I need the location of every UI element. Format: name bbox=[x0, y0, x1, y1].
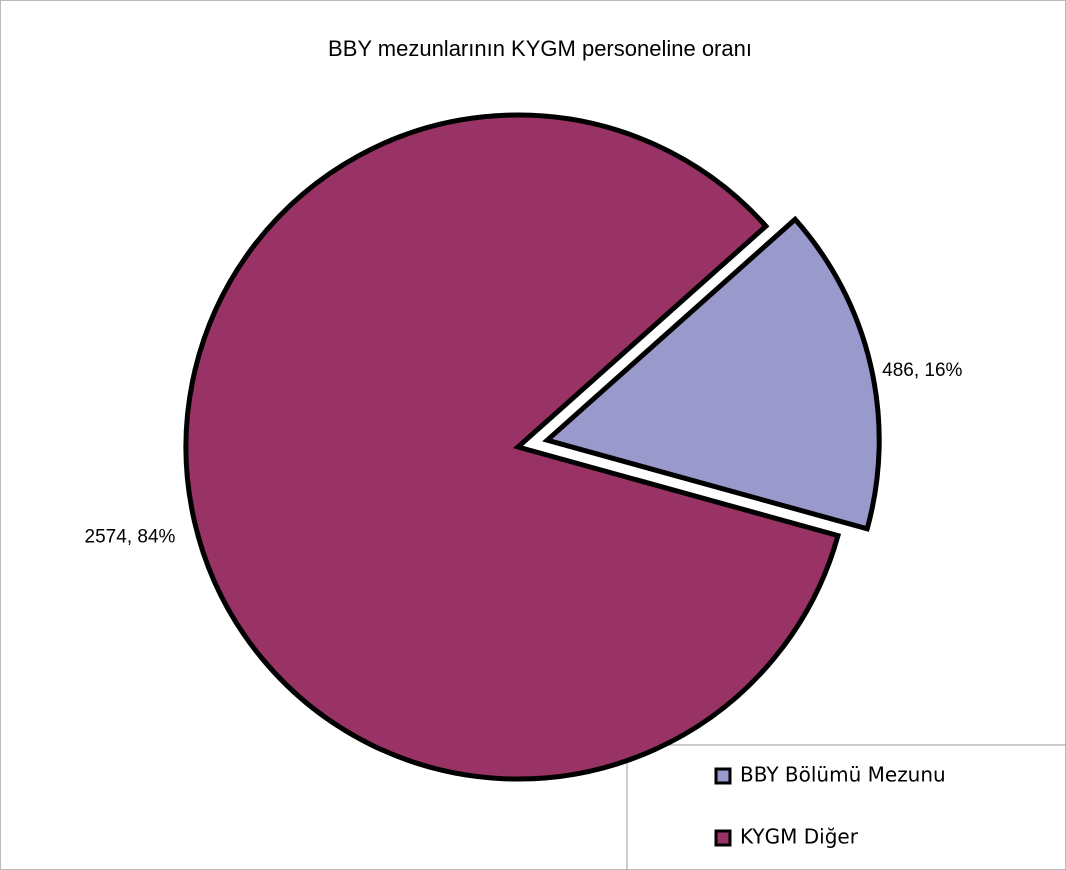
chart-title: BBY mezunlarının KYGM personeline oranı bbox=[328, 36, 752, 61]
data-label: 2574, 84% bbox=[85, 526, 176, 547]
pie-slice bbox=[183, 112, 842, 782]
legend-swatch bbox=[714, 767, 732, 785]
pie-slice bbox=[542, 215, 882, 532]
legend-label: BBY Bölümü Mezunu bbox=[740, 763, 946, 787]
data-label: 486, 16% bbox=[882, 360, 962, 381]
legend-label: KYGM Diğer bbox=[740, 825, 859, 849]
legend-swatch bbox=[714, 829, 732, 847]
